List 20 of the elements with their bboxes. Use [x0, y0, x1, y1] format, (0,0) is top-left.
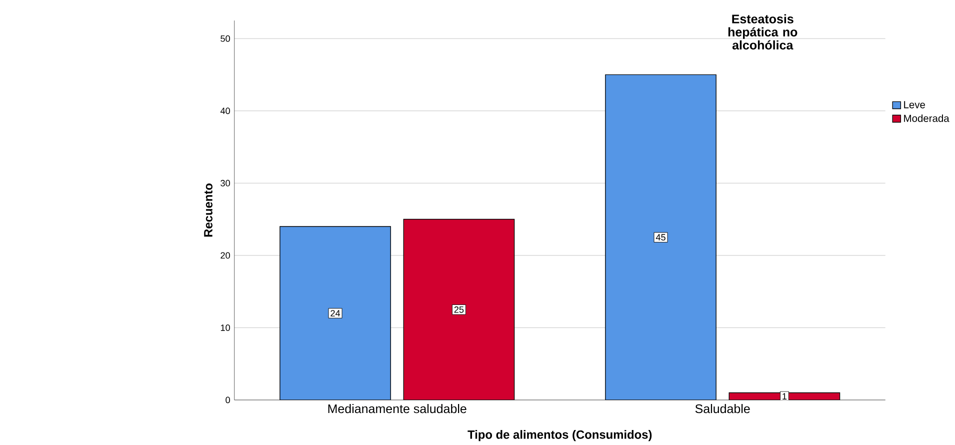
legend-label: Moderada — [904, 114, 950, 122]
data-label: 45 — [656, 234, 666, 241]
data-label: 25 — [454, 306, 464, 313]
bar — [403, 218, 515, 400]
y-axis-title: Recuento — [204, 184, 212, 237]
y-tick-label: 40 — [220, 108, 230, 114]
x-tick-label: Saludable — [695, 404, 750, 414]
x-axis-title: Tipo de alimentos (Consumidos) — [468, 430, 652, 442]
y-tick-label: 30 — [220, 180, 230, 186]
x-tick-label: Medianamente saludable — [328, 404, 466, 414]
legend-title: Esteatosis hepática no alcohólica — [728, 14, 798, 50]
legend-label: Leve — [904, 101, 925, 108]
bar — [605, 74, 716, 400]
bar — [280, 226, 391, 400]
y-tick-label: 20 — [220, 252, 230, 259]
data-label: 24 — [330, 310, 340, 316]
y-tick-label: 50 — [220, 35, 230, 42]
y-tick-label: 10 — [220, 324, 230, 331]
y-tick-label: 0 — [226, 396, 230, 404]
data-label: 1 — [782, 393, 787, 400]
